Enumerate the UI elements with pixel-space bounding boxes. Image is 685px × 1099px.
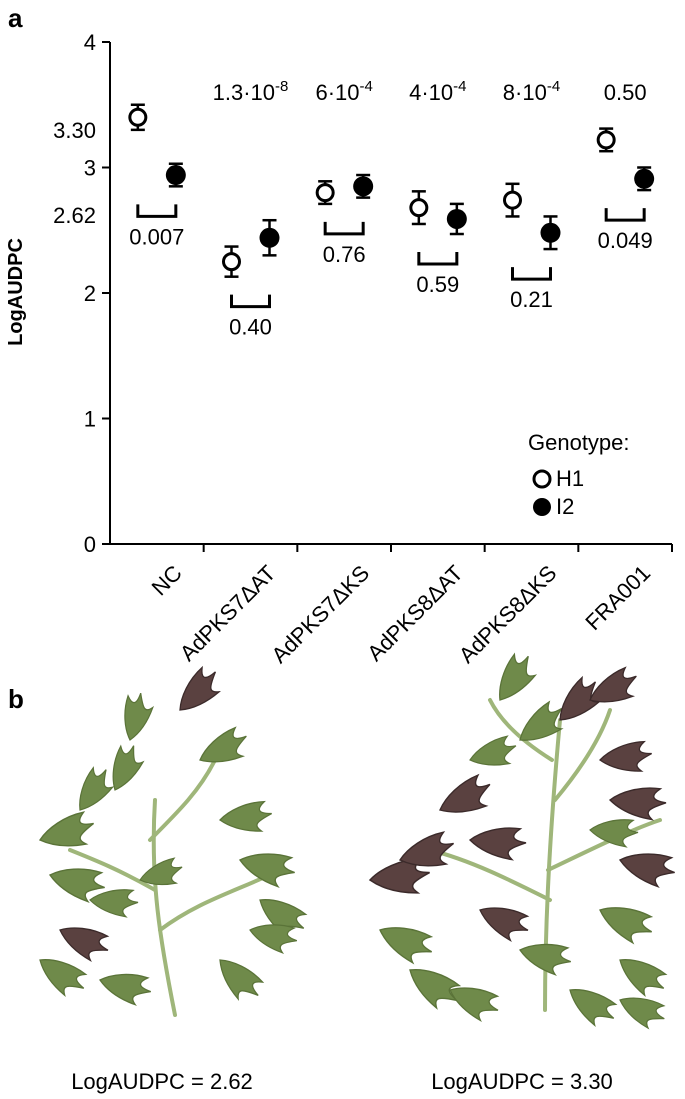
y-tick-label: 4 [84,30,96,55]
pair-pvalue: 0.40 [229,315,272,340]
leaflet [217,799,276,839]
legend-label-i2: I2 [556,494,574,519]
point-i2 [165,165,186,186]
y-extra-tick-label: 3.30 [53,118,96,143]
x-category-label: AdPKS7ΔAT [175,560,281,666]
leaflet [193,723,255,777]
leaflet [610,949,672,1003]
pair-bracket [230,294,271,309]
lesion [583,663,645,717]
panel-b-label: b [8,684,24,714]
lesion [615,847,678,890]
lesion [469,827,527,861]
leaf-stem [543,718,562,1012]
lesion [53,918,114,966]
top-pvalue: 4·10-4 [409,78,466,105]
point-h1 [503,190,522,210]
pair-pvalue: 0.049 [598,228,653,253]
x-category-label: FRA001 [580,560,655,635]
point-i2 [259,227,280,248]
leaflet [613,989,670,1033]
pair-bracket [417,252,459,266]
point-h1 [596,130,616,150]
pair-bracket [604,208,646,222]
leaflet [96,968,154,1008]
leaflet [465,733,522,777]
lesion [170,662,229,723]
leaf-stem [68,848,157,892]
y-tick-label: 1 [84,407,96,432]
pair-bracket [323,221,365,236]
x-category-label: AdPKS8ΔAT [362,560,468,666]
leaflet [372,918,438,969]
lesion [597,739,656,779]
leaflet [489,648,543,710]
leaf-stem [148,758,217,842]
caption-right: LogAUDPC = 3.30 [431,1069,613,1094]
top-pvalue: 0.50 [604,80,647,105]
y-tick-label: 3 [84,156,96,181]
lesion [433,770,499,828]
leaflet [207,950,268,1009]
top-pvalue: 8·10-4 [503,78,560,105]
pair-pvalue: 0.21 [510,287,553,312]
y-extra-tick-label: 2.62 [53,203,96,228]
leaf-stem [428,848,552,902]
pair-pvalue: 0.007 [129,224,184,249]
leaflet [235,847,298,890]
lesion [609,787,667,821]
pair-pvalue: 0.76 [323,242,366,267]
leaf-image-left [30,662,312,1017]
leaflet [589,819,639,848]
pair-bracket [511,267,552,281]
caption-left: LogAUDPC = 2.62 [71,1069,253,1094]
point-h1 [409,198,429,218]
panel-a-label: a [8,3,23,33]
point-h1 [222,252,241,272]
leaflet [89,889,139,918]
leaflet [592,898,658,949]
leaflet [560,979,622,1033]
leaf-stem [488,698,554,762]
lesion [473,898,534,946]
leaflet [136,855,188,896]
y-tick-label: 2 [84,281,96,306]
legend-marker-h1 [532,469,552,489]
leaflet [399,958,466,1016]
leaflet [119,690,156,744]
point-h1 [315,183,335,203]
legend: Genotype: H1 I2 [528,430,630,519]
point-i2 [353,176,374,197]
point-i2 [540,222,561,243]
leaflet [70,762,120,820]
pair-bracket [136,204,178,218]
point-i2 [446,208,467,229]
top-pvalue: 6·10-4 [315,78,372,105]
leaf-stem [151,798,177,1017]
point-h1 [128,107,148,127]
point-i2 [634,168,655,189]
top-pvalue: 1.3·10-8 [213,78,289,105]
leaflet [30,949,92,1003]
x-category-label: AdPKS8ΔKS [454,560,562,668]
x-category-label: NC [147,560,187,600]
leaf-image-right [367,648,678,1033]
leaf-stem [553,708,612,802]
legend-marker-i2 [533,498,551,516]
y-axis-label: LogAUDPC [5,238,27,346]
x-category-label: AdPKS7ΔKS [267,560,375,668]
legend-label-h1: H1 [556,466,584,491]
leaflet [35,808,101,860]
pair-pvalue: 0.59 [416,272,459,297]
scatter-plot: 012342.623.30NCAdPKS7ΔATAdPKS7ΔKSAdPKS8Δ… [53,30,673,668]
legend-title: Genotype: [528,430,630,455]
y-tick-label: 0 [84,532,96,557]
